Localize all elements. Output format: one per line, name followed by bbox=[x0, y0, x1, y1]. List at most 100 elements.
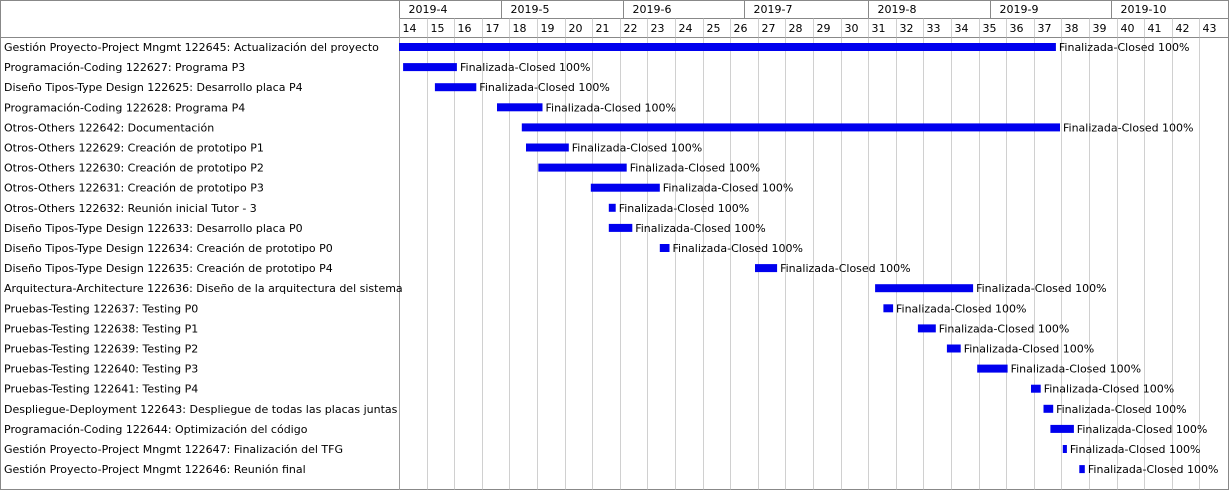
week-tick-label: 40 bbox=[1121, 22, 1135, 35]
task-label: Gestión Proyecto-Project Mngmt 122645: A… bbox=[4, 41, 379, 54]
month-label: 2019-6 bbox=[633, 3, 672, 16]
month-label: 2019-7 bbox=[754, 3, 793, 16]
task-row: Despliegue-Deployment 122643: Despliegue… bbox=[4, 403, 1187, 416]
week-tick-label: 35 bbox=[983, 22, 997, 35]
task-bar bbox=[521, 123, 1060, 132]
task-label: Pruebas-Testing 122640: Testing P3 bbox=[4, 363, 198, 376]
task-bar bbox=[1043, 404, 1054, 413]
week-tick-label: 30 bbox=[845, 22, 859, 35]
task-bar bbox=[875, 284, 974, 293]
task-row: Gestión Proyecto-Project Mngmt 122647: F… bbox=[4, 443, 1200, 456]
week-tick-label: 24 bbox=[679, 22, 693, 35]
task-row: Diseño Tipos-Type Design 122635: Creació… bbox=[4, 262, 911, 275]
task-label: Pruebas-Testing 122637: Testing P0 bbox=[4, 302, 198, 315]
task-status-label: Finalizada-Closed 100% bbox=[630, 162, 761, 175]
task-label: Otros-Others 122629: Creación de prototi… bbox=[4, 142, 264, 155]
task-row: Diseño Tipos-Type Design 122633: Desarro… bbox=[4, 222, 766, 235]
month-label: 2019-5 bbox=[511, 3, 550, 16]
month-label: 2019-8 bbox=[878, 3, 917, 16]
task-bar bbox=[538, 163, 627, 172]
task-row: Arquitectura-Architecture 122636: Diseño… bbox=[4, 282, 1107, 295]
task-row: Otros-Others 122629: Creación de prototi… bbox=[4, 142, 702, 155]
week-tick-label: 19 bbox=[541, 22, 555, 35]
week-tick-label: 15 bbox=[431, 22, 445, 35]
month-label: 2019-10 bbox=[1121, 3, 1167, 16]
task-bar bbox=[917, 324, 936, 333]
task-status-label: Finalizada-Closed 100% bbox=[1077, 423, 1208, 436]
task-row: Programación-Coding 122644: Optimización… bbox=[4, 423, 1207, 436]
week-tick-label: 42 bbox=[1176, 22, 1190, 35]
task-status-label: Finalizada-Closed 100% bbox=[673, 242, 804, 255]
week-tick-label: 33 bbox=[927, 22, 941, 35]
task-bar bbox=[526, 143, 569, 152]
task-bar bbox=[659, 244, 670, 252]
week-tick-label: 21 bbox=[596, 22, 610, 35]
task-row: Otros-Others 122642: Documentación Finali… bbox=[4, 121, 1194, 134]
task-bar bbox=[883, 304, 894, 313]
week-tick-label: 27 bbox=[762, 22, 776, 35]
task-label: Pruebas-Testing 122639: Testing P2 bbox=[4, 343, 198, 356]
task-label: Otros-Others 122632: Reunión inicial Tut… bbox=[4, 202, 257, 215]
task-row: Pruebas-Testing 122637: Testing P0 Finali… bbox=[4, 302, 1027, 315]
task-status-label: Finalizada-Closed 100% bbox=[1070, 443, 1201, 456]
task-label: Despliegue-Deployment 122643: Despliegue… bbox=[4, 403, 398, 416]
task-bar bbox=[1079, 465, 1085, 474]
task-label: Programación-Coding 122644: Optimización… bbox=[4, 423, 308, 436]
task-label: Gestión Proyecto-Project Mngmt 122647: F… bbox=[4, 443, 343, 456]
task-row: Otros-Others 122630: Creación de prototi… bbox=[4, 162, 760, 175]
task-status-label: Finalizada-Closed 100% bbox=[1011, 363, 1142, 376]
week-tick-label: 26 bbox=[734, 22, 748, 35]
week-tick-label: 23 bbox=[651, 22, 665, 35]
week-tick-label: 18 bbox=[513, 22, 527, 35]
task-label: Otros-Others 122642: Documentación bbox=[4, 121, 214, 134]
task-row: Programación-Coding 122627: Programa P3 F… bbox=[4, 61, 591, 74]
task-label: Arquitectura-Architecture 122636: Diseño… bbox=[4, 282, 403, 295]
week-tick-label: 14 bbox=[403, 22, 417, 35]
task-row: Pruebas-Testing 122638: Testing P1 Finali… bbox=[4, 322, 1069, 335]
task-bar bbox=[1062, 445, 1067, 453]
task-row: Otros-Others 122631: Creación de prototi… bbox=[4, 182, 793, 195]
week-tick-label: 22 bbox=[624, 22, 638, 35]
task-status-label: Finalizada-Closed 100% bbox=[780, 262, 911, 275]
task-label: Diseño Tipos-Type Design 122625: Desarro… bbox=[4, 81, 303, 94]
week-tick-label: 37 bbox=[1038, 22, 1052, 35]
week-tick-label: 34 bbox=[955, 22, 969, 35]
task-status-label: Finalizada-Closed 100% bbox=[572, 142, 703, 155]
task-status-label: Finalizada-Closed 100% bbox=[1056, 403, 1187, 416]
task-status-label: Finalizada-Closed 100% bbox=[896, 302, 1027, 315]
task-bar bbox=[755, 264, 778, 273]
task-row: Pruebas-Testing 122641: Testing P4 Finali… bbox=[4, 383, 1174, 396]
month-label: 2019-4 bbox=[409, 3, 448, 16]
task-bar bbox=[977, 364, 1008, 373]
task-label: Diseño Tipos-Type Design 122633: Desarro… bbox=[4, 222, 303, 235]
week-tick-label: 29 bbox=[817, 22, 831, 35]
task-status-label: Finalizada-Closed 100% bbox=[663, 182, 794, 195]
month-label: 2019-9 bbox=[1000, 3, 1039, 16]
week-tick-label: 28 bbox=[789, 22, 803, 35]
week-tick-label: 31 bbox=[872, 22, 886, 35]
task-label: Pruebas-Testing 122638: Testing P1 bbox=[4, 322, 198, 335]
week-tick-label: 43 bbox=[1203, 22, 1217, 35]
task-label: Gestión Proyecto-Project Mngmt 122646: R… bbox=[4, 463, 306, 476]
task-status-label: Finalizada-Closed 100% bbox=[1063, 121, 1194, 134]
task-label: Otros-Others 122630: Creación de prototi… bbox=[4, 162, 264, 175]
week-tick-label: 41 bbox=[1148, 22, 1162, 35]
task-row: Gestión Proyecto-Project Mngmt 122645: A… bbox=[4, 41, 1189, 54]
task-label: Programación-Coding 122627: Programa P3 bbox=[4, 61, 245, 74]
task-bar bbox=[1050, 424, 1074, 433]
task-label: Pruebas-Testing 122641: Testing P4 bbox=[4, 383, 198, 396]
task-bar bbox=[399, 43, 1056, 51]
task-row: Programación-Coding 122628: Programa P4 F… bbox=[4, 101, 676, 114]
task-bar bbox=[946, 344, 961, 353]
task-status-label: Finalizada-Closed 100% bbox=[546, 101, 677, 114]
task-bar bbox=[590, 183, 660, 192]
task-bar bbox=[608, 203, 616, 212]
task-status-label: Finalizada-Closed 100% bbox=[939, 322, 1070, 335]
task-bar bbox=[403, 63, 457, 72]
task-status-label: Finalizada-Closed 100% bbox=[1059, 41, 1190, 54]
week-tick-label: 20 bbox=[569, 22, 583, 35]
task-status-label: Finalizada-Closed 100% bbox=[460, 61, 591, 74]
task-row: Otros-Others 122632: Reunión inicial Tut… bbox=[4, 202, 749, 215]
